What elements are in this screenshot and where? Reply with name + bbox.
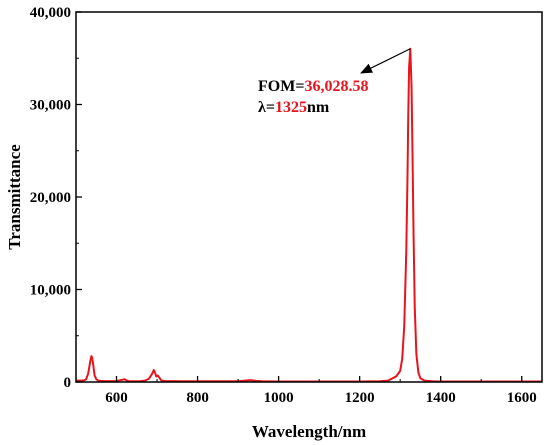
y-tick-label: 10,000 xyxy=(30,283,71,299)
y-axis-title: Transmittance xyxy=(5,144,24,250)
x-tick-label: 1000 xyxy=(264,390,294,406)
annotation-line-0: FOM=36,028.58 xyxy=(258,78,368,95)
annotation-prefix: λ= xyxy=(258,99,275,116)
annotation-line-1: λ=1325nm xyxy=(258,99,330,116)
annotation-suffix: nm xyxy=(307,99,330,116)
y-tick-label: 40,000 xyxy=(30,5,71,21)
x-tick-label: 1600 xyxy=(507,390,537,406)
annotation-arrow xyxy=(360,48,411,74)
plot-frame xyxy=(75,11,543,383)
x-tick-label: 1400 xyxy=(426,390,456,406)
x-tick-label: 1200 xyxy=(345,390,375,406)
annotation-value: 36,028.58 xyxy=(304,78,368,95)
annotation-value: 1325 xyxy=(275,99,307,116)
y-tick-label: 0 xyxy=(64,375,72,391)
x-tick-label: 600 xyxy=(105,390,128,406)
annotation-prefix: FOM= xyxy=(258,78,304,95)
x-tick-label: 800 xyxy=(186,390,209,406)
y-tick-label: 30,000 xyxy=(30,98,71,114)
y-tick-label: 20,000 xyxy=(30,190,71,206)
x-axis-title: Wavelength/nm xyxy=(252,422,366,441)
